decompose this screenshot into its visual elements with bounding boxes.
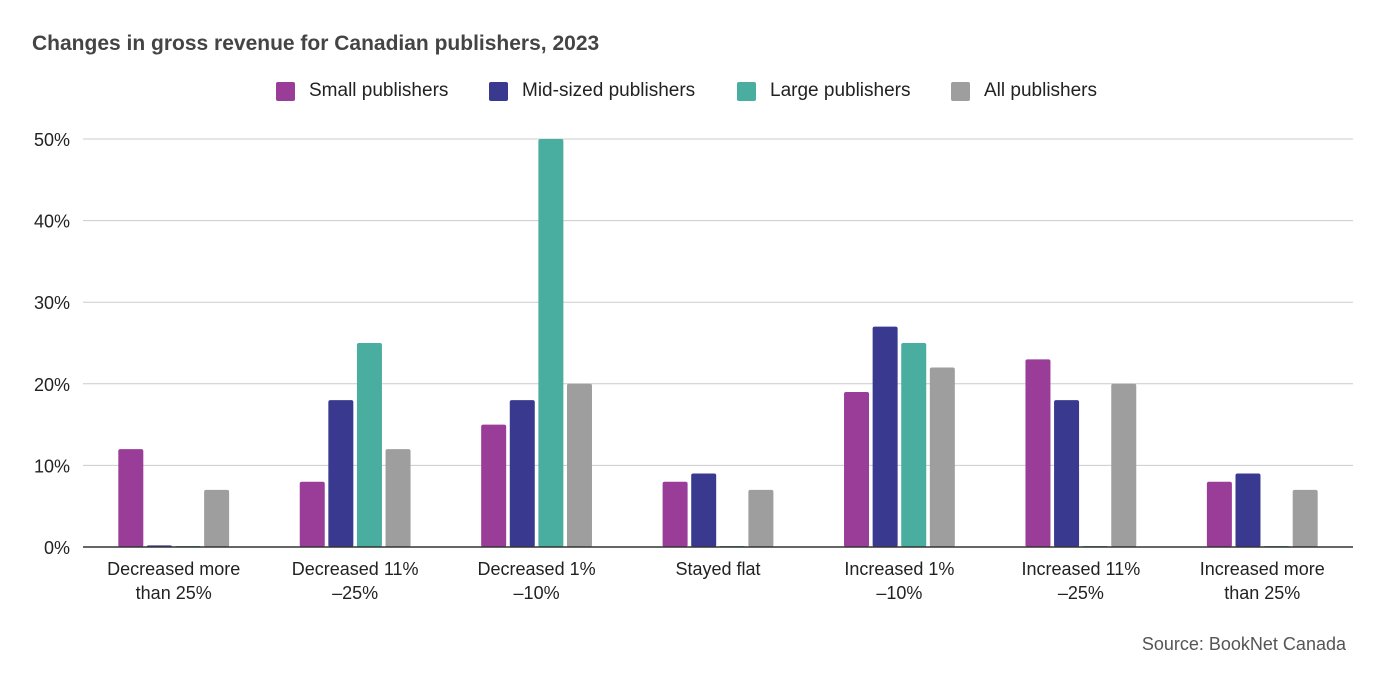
- bar: [204, 489, 230, 547]
- y-tick-label: 40%: [34, 212, 70, 232]
- bar: [844, 391, 870, 547]
- legend-swatch-large: [737, 81, 756, 101]
- x-tick-label: Increased more: [1200, 559, 1325, 579]
- legend: Small publishers Mid-sized publishers La…: [0, 80, 1382, 106]
- bar: [748, 489, 774, 547]
- bar: [328, 400, 354, 547]
- bar: [929, 367, 955, 547]
- x-tick-label: –10%: [514, 583, 560, 603]
- bar: [356, 343, 382, 547]
- bar: [509, 400, 535, 547]
- x-tick-label: Stayed flat: [675, 559, 760, 579]
- legend-label-mid-sized: Mid-sized publishers: [522, 80, 696, 101]
- legend-item-mid-sized[interactable]: Mid-sized publishers: [489, 80, 695, 102]
- legend-item-small[interactable]: Small publishers: [276, 80, 448, 102]
- source-note: Source: BookNet Canada: [1141, 634, 1346, 654]
- x-tick-label: Decreased 1%: [478, 559, 596, 579]
- legend-item-large[interactable]: Large publishers: [737, 80, 910, 102]
- chart-title: Changes in gross revenue for Canadian pu…: [32, 32, 600, 55]
- x-tick-label: –25%: [332, 583, 378, 603]
- legend-label-all: All publishers: [984, 80, 1097, 101]
- bar: [901, 343, 927, 547]
- x-tick-label: Decreased more: [107, 559, 240, 579]
- legend-swatch-small: [276, 81, 295, 101]
- bar: [538, 139, 564, 547]
- bar: [1292, 489, 1318, 547]
- y-tick-label: 20%: [34, 375, 70, 395]
- x-tick-label: Decreased 11%: [292, 559, 419, 579]
- x-tick-label: than 25%: [1224, 583, 1300, 603]
- legend-label-large: Large publishers: [770, 80, 911, 101]
- bar: [662, 481, 688, 547]
- bar: [385, 449, 411, 547]
- bar: [872, 326, 898, 547]
- legend-swatch-all: [951, 81, 970, 101]
- legend-label-small: Small publishers: [309, 80, 449, 101]
- bar: [299, 481, 325, 547]
- x-tick-label: –25%: [1058, 583, 1104, 603]
- bar: [481, 424, 507, 547]
- bar: [1054, 400, 1080, 547]
- y-tick-label: 30%: [34, 293, 70, 313]
- y-tick-label: 50%: [34, 130, 70, 150]
- bar: [1025, 359, 1051, 547]
- bar: [1111, 383, 1137, 547]
- y-tick-label: 10%: [34, 456, 70, 476]
- x-tick-label: –10%: [876, 583, 922, 603]
- bar: [1206, 481, 1232, 547]
- bar: [566, 383, 592, 547]
- x-tick-label: Increased 1%: [844, 559, 954, 579]
- bar: [691, 473, 717, 547]
- legend-swatch-mid-sized: [489, 81, 508, 101]
- legend-item-all[interactable]: All publishers: [951, 80, 1097, 102]
- bar: [118, 449, 144, 547]
- y-tick-label: 0%: [44, 538, 70, 558]
- x-tick-label: Increased 11%: [1021, 559, 1140, 579]
- x-tick-label: than 25%: [136, 583, 212, 603]
- bar: [1235, 473, 1261, 547]
